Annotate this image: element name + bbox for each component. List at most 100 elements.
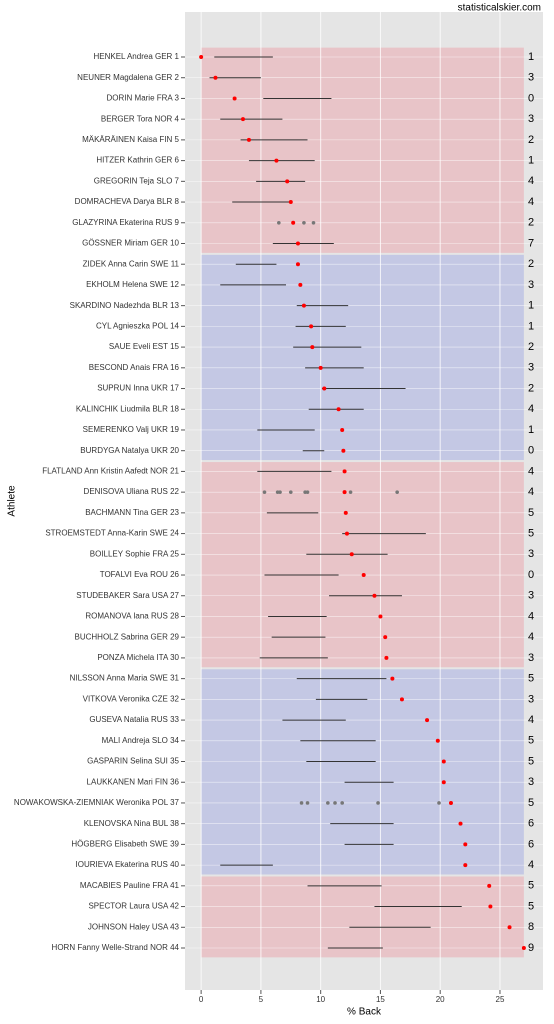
dot <box>342 490 347 495</box>
dot <box>441 780 446 785</box>
y-tick-label: TOFALVI Eva ROU 26 <box>100 570 180 579</box>
other-point <box>299 801 304 805</box>
y-tick-label: GLAZYRINA Ekaterina RUS 9 <box>72 218 179 227</box>
other-point <box>376 801 380 805</box>
x-axis-title: % Back <box>347 1007 382 1018</box>
right-label: 5 <box>528 527 534 539</box>
right-label: 7 <box>528 237 534 249</box>
dot <box>288 200 293 205</box>
dot <box>463 842 468 847</box>
dot <box>384 655 389 660</box>
other-point <box>333 801 337 805</box>
y-tick-label: NILSSON Anna Maria SWE 31 <box>70 674 180 683</box>
group-band <box>201 47 524 253</box>
x-tick-label: 5 <box>259 995 264 1004</box>
y-tick-label: DORIN Marie FRA 3 <box>107 94 180 103</box>
other-point <box>437 801 441 805</box>
dot <box>344 531 349 536</box>
right-label: 1 <box>528 424 534 436</box>
group-band <box>201 254 524 461</box>
y-tick-label: SKARDINO Nadezhda BLR 13 <box>70 301 180 310</box>
right-label: 5 <box>528 673 534 685</box>
y-tick-label: GUSEVA Natalia RUS 33 <box>89 715 179 724</box>
other-point <box>288 490 293 494</box>
y-tick-label: MALI Andreja SLO 34 <box>102 736 180 745</box>
dot <box>274 158 279 163</box>
y-tick-label: HENKEL Andrea GER 1 <box>93 52 179 61</box>
y-tick-label: DENISOVA Uliana RUS 22 <box>84 487 180 496</box>
y-tick-label: BURDYGA Natalya UKR 20 <box>80 446 179 455</box>
watermark: statisticalskier.com <box>458 3 541 14</box>
other-point <box>395 490 399 494</box>
right-label: 1 <box>528 300 534 312</box>
dot <box>295 262 300 267</box>
dot <box>361 573 366 578</box>
other-point <box>348 490 353 494</box>
dot <box>310 345 315 350</box>
right-label: 2 <box>528 134 534 146</box>
dot <box>435 738 440 743</box>
other-point <box>340 801 344 805</box>
y-tick-label: MÄKÄRÄINEN Kaisa FIN 5 <box>82 135 179 144</box>
dot <box>301 303 306 308</box>
dot <box>342 469 347 474</box>
dot <box>372 593 377 598</box>
other-point <box>311 220 316 225</box>
y-tick-label: BOILLEY Sophie FRA 25 <box>90 549 180 558</box>
right-label: 5 <box>528 880 534 892</box>
y-tick-label: JOHNSON Haley USA 43 <box>88 922 180 931</box>
y-tick-label: KALINCHIK Liudmila BLR 18 <box>76 404 180 413</box>
y-tick-label: FLATLAND Ann Kristin Aafedt NOR 21 <box>42 467 179 476</box>
right-label: 4 <box>528 631 534 643</box>
right-label: 3 <box>528 113 534 125</box>
y-tick-label: SEMERENKO Valj UKR 19 <box>83 425 180 434</box>
y-tick-label: IOURIEVA Ekaterina RUS 40 <box>76 860 180 869</box>
other-point <box>305 490 310 494</box>
dot <box>399 697 404 702</box>
y-tick-label: HORN Fanny Welle-Strand NOR 44 <box>52 943 180 952</box>
dot <box>458 821 463 826</box>
dot <box>336 407 341 412</box>
right-label: 9 <box>528 942 534 954</box>
y-tick-label: GÖSSNER Miriam GER 10 <box>82 239 179 248</box>
y-tick-label: MACABIES Pauline FRA 41 <box>80 881 180 890</box>
right-label: 5 <box>528 797 534 809</box>
dot <box>390 676 395 681</box>
dot <box>378 614 383 619</box>
dot <box>343 510 348 515</box>
x-tick-label: 10 <box>316 995 325 1004</box>
y-tick-label: KLENOVSKA Nina BUL 38 <box>84 819 180 828</box>
x-tick-label: 20 <box>436 995 445 1004</box>
group-band <box>201 669 524 875</box>
right-label: 6 <box>528 818 534 830</box>
dot <box>341 448 346 453</box>
dot <box>425 718 430 723</box>
right-label: 2 <box>528 382 534 394</box>
dot <box>213 75 218 80</box>
right-label: 5 <box>528 900 534 912</box>
dot <box>240 117 245 122</box>
right-label: 4 <box>528 859 534 871</box>
right-label: 6 <box>528 838 534 850</box>
dot <box>487 883 492 888</box>
y-tick-label: GREGORIN Teja SLO 7 <box>94 176 180 185</box>
group-band <box>201 876 524 958</box>
y-tick-label: DOMRACHEVA Darya BLR 8 <box>75 197 180 206</box>
right-label: 3 <box>528 776 534 788</box>
y-tick-label: SUPRUN Inna UKR 17 <box>97 384 179 393</box>
right-label: 0 <box>528 569 534 581</box>
dot <box>349 552 354 557</box>
right-label: 4 <box>528 610 534 622</box>
dot <box>298 282 303 287</box>
y-tick-label: BERGER Tora NOR 4 <box>101 114 180 123</box>
dot <box>295 241 300 246</box>
y-tick-label: EKHOLM Helena SWE 12 <box>86 280 179 289</box>
right-label: 2 <box>528 341 534 353</box>
right-label: 1 <box>528 51 534 63</box>
y-tick-label: NEUNER Magdalena GER 2 <box>77 73 179 82</box>
dot <box>232 96 237 101</box>
y-tick-label: STROEMSTEDT Anna-Karin SWE 24 <box>45 529 179 538</box>
y-tick-label: ZIDEK Anna Carin SWE 11 <box>83 259 180 268</box>
x-tick-label: 0 <box>199 995 204 1004</box>
group-band <box>201 462 524 668</box>
